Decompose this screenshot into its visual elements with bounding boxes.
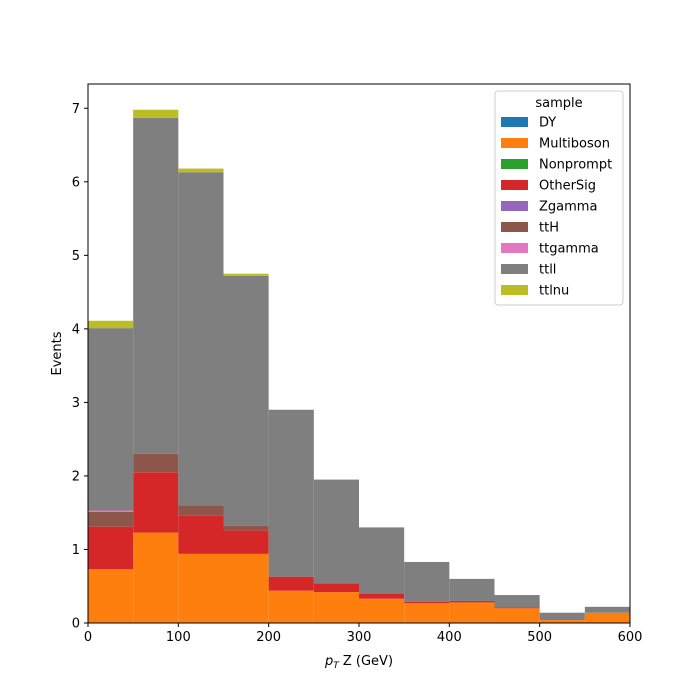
bar-ttll-bin-9: [494, 595, 540, 608]
x-axis-label-rest: Z (GeV): [339, 654, 393, 669]
legend-swatch-dy: [501, 117, 528, 127]
legend-swatch-tth: [501, 222, 528, 232]
bar-tth-bin-2: [178, 505, 224, 516]
legend: sample DY Multiboson Nonprompt OtherSig Zgam…: [494, 90, 624, 306]
y-tick-label: 3: [72, 396, 80, 411]
bar-multiboson-bin-3: [223, 553, 269, 623]
x-axis-ticks: 0 100 200 300 400 500 600: [84, 623, 643, 645]
bar-multiboson-bin-1: [133, 532, 179, 623]
y-tick-label: 1: [72, 543, 80, 558]
bar-ttlnu-bin-2: [178, 168, 224, 173]
legend-label-nonprompt: Nonprompt: [539, 158, 612, 173]
bar-tth-bin-3: [223, 525, 269, 531]
bar-multiboson-bin-9: [494, 608, 540, 623]
bar-multiboson-bin-7: [404, 603, 450, 623]
bar-ttll-bin-6: [359, 527, 405, 594]
y-tick-label: 7: [72, 102, 80, 117]
bar-othersig-bin-4: [268, 576, 314, 591]
y-axis-ticks: 0 1 2 3 4 5 6 7: [72, 102, 88, 632]
bar-tth-bin-0: [88, 511, 134, 527]
y-tick-label: 2: [72, 469, 80, 484]
bar-multiboson-bin-0: [88, 569, 134, 623]
bar-ttll-bin-10: [539, 612, 585, 621]
bar-ttll-bin-4: [268, 409, 314, 577]
bar-ttll-bin-11: [584, 606, 630, 613]
bar-multiboson-bin-4: [268, 590, 314, 623]
bar-othersig-bin-7: [404, 601, 450, 604]
legend-swatch-multiboson: [501, 138, 528, 148]
legend-label-multiboson: Multiboson: [539, 137, 610, 152]
x-tick-label: 400: [437, 630, 462, 645]
x-axis-label: pT Z (GeV): [324, 654, 393, 671]
x-axis-label-sub: T: [333, 661, 340, 671]
bar-othersig-bin-3: [223, 530, 269, 554]
bar-ttll-bin-3: [223, 275, 269, 526]
legend-swatch-ttgamma: [501, 243, 528, 253]
bar-othersig-bin-0: [88, 526, 134, 570]
bar-multiboson-bin-2: [178, 553, 224, 623]
bar-multiboson-bin-6: [359, 598, 405, 623]
legend-swatch-nonprompt: [501, 159, 528, 169]
x-tick-label: 300: [347, 630, 372, 645]
legend-items: DY Multiboson Nonprompt OtherSig Zgamma ttH tt…: [501, 116, 612, 299]
legend-label-othersig: OtherSig: [539, 179, 596, 194]
bar-multiboson-bin-8: [449, 602, 495, 623]
legend-swatch-ttll: [501, 264, 528, 274]
bar-ttgamma-bin-0: [88, 510, 134, 512]
bar-tth-bin-1: [133, 453, 179, 473]
x-tick-label: 500: [527, 630, 552, 645]
bar-othersig-bin-8: [449, 600, 495, 603]
legend-title: sample: [535, 96, 582, 111]
bar-multiboson-bin-5: [313, 592, 359, 623]
legend-swatch-zgamma: [501, 201, 528, 211]
x-tick-label: 600: [618, 630, 643, 645]
bar-othersig-bin-9: [494, 607, 540, 609]
bar-ttll-bin-7: [404, 561, 450, 602]
bar-ttll-bin-2: [178, 172, 224, 506]
x-axis-label-p: p: [324, 654, 333, 669]
bar-ttlnu-bin-0: [88, 320, 134, 329]
bar-multiboson-bin-11: [584, 612, 630, 623]
legend-label-dy: DY: [539, 116, 556, 131]
legend-label-zgamma: Zgamma: [539, 200, 597, 215]
bar-othersig-bin-6: [359, 593, 405, 599]
bar-ttlnu-bin-3: [223, 273, 269, 276]
legend-swatch-othersig: [501, 180, 528, 190]
y-tick-label: 5: [72, 249, 80, 264]
y-tick-label: 6: [72, 175, 80, 190]
legend-swatch-ttlnu: [501, 285, 528, 295]
x-tick-label: 200: [256, 630, 281, 645]
legend-label-ttlnu: ttlnu: [539, 284, 569, 299]
y-tick-label: 4: [72, 322, 80, 337]
legend-label-ttgamma: ttgamma: [539, 242, 599, 257]
bar-ttlnu-bin-1: [133, 109, 179, 118]
bar-ttll-bin-0: [88, 328, 134, 511]
bar-othersig-bin-5: [313, 583, 359, 593]
x-tick-label: 0: [84, 630, 92, 645]
stacked-bars: [88, 109, 630, 623]
y-axis-label: Events: [50, 331, 65, 375]
bar-multiboson-bin-10: [539, 620, 585, 623]
y-tick-label: 0: [72, 617, 80, 632]
legend-label-ttll: ttll: [539, 263, 556, 278]
bar-ttll-bin-8: [449, 578, 495, 601]
bar-othersig-bin-2: [178, 515, 224, 554]
bar-ttll-bin-1: [133, 117, 179, 454]
legend-label-tth: ttH: [539, 221, 559, 236]
bar-ttll-bin-5: [313, 479, 359, 584]
bar-othersig-bin-1: [133, 472, 179, 533]
x-tick-label: 100: [166, 630, 191, 645]
